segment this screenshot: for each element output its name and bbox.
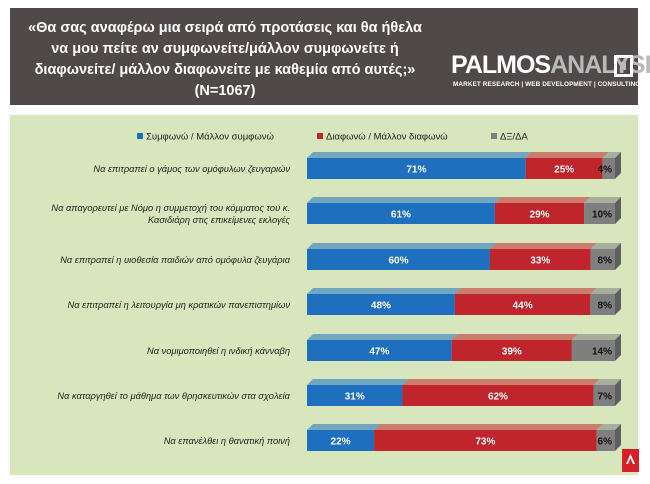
data-label: 25% (554, 165, 574, 176)
data-label: 7% (598, 392, 613, 403)
survey-question: «Θα σας αναφέρω μια σειρά από προτάσεις … (24, 18, 426, 102)
bar-top-face (590, 288, 621, 294)
bar-segment (451, 340, 572, 361)
bar-top-face (402, 379, 600, 385)
bar-segment (525, 158, 603, 179)
category-label: Να απαγορευτεί με Νόμο η συμμετοχή του κ… (51, 203, 290, 213)
bar-top-face (307, 424, 381, 430)
bar-segment (593, 385, 615, 406)
category-label: Να επανέλθει η θανατική ποινή (164, 436, 290, 446)
bar-segment (307, 249, 490, 270)
bar-side-face (615, 152, 621, 179)
bar-side-face (615, 243, 621, 270)
bar-top-face (307, 197, 501, 203)
logo-square-icon (614, 55, 633, 77)
bar-top-face (307, 379, 409, 385)
data-label: 60% (388, 256, 408, 267)
legend-label: ΔΞ/ΔΑ (500, 132, 529, 143)
legend-swatch (137, 133, 143, 139)
bar-segment (307, 385, 403, 406)
bar-top-face (489, 243, 597, 249)
bar-segment (596, 430, 615, 451)
bar-top-face (307, 243, 496, 249)
logo-wordmark: PALMOSANALYSIS (451, 52, 650, 78)
bar-segment (307, 294, 455, 315)
category-label: Να καταργηθεί το μάθημα των θρησκευτικών… (57, 391, 290, 401)
bar-segment (590, 249, 615, 270)
data-label: 47% (369, 347, 389, 358)
bar-top-face (584, 197, 621, 203)
logo-word-1: PALMOS (451, 51, 551, 79)
data-label: 8% (598, 256, 613, 267)
bar-side-face (615, 197, 621, 224)
category-label: Να νομιμοποιηθεί η ινδική κάνναβη (147, 346, 290, 356)
legend-label: Συμφωνώ / Μάλλον συμφωνώ (146, 132, 274, 143)
bar-side-face (615, 424, 621, 451)
legend-swatch (317, 133, 323, 139)
bar-segment (307, 158, 526, 179)
logo-word-2: ANALYSIS (550, 51, 650, 79)
data-label: 8% (598, 301, 613, 312)
data-label: 4% (598, 165, 613, 176)
data-label: 33% (530, 256, 550, 267)
data-label: 22% (331, 437, 351, 448)
data-label: 71% (406, 165, 426, 176)
bar-top-face (596, 424, 621, 430)
bar-segment (571, 340, 615, 361)
bar-side-face (615, 334, 621, 361)
category-label: Να επιτραπεί ο γάμος των ομόφυλων ζευγαρ… (93, 164, 290, 174)
bar-top-face (454, 288, 597, 294)
data-label: 61% (391, 210, 411, 221)
bar-top-face (593, 379, 621, 385)
corner-brand-icon (622, 449, 639, 472)
bar-segment (590, 294, 615, 315)
bar-segment (307, 430, 375, 451)
category-label: Να επιτραπεί η λειτουργία μη κρατικών πα… (68, 300, 291, 310)
data-label: 62% (488, 392, 508, 403)
data-label: 73% (475, 437, 495, 448)
bar-top-face (590, 243, 621, 249)
palmos-analysis-logo: PALMOSANALYSIS MARKET RESEARCH | WEB DEV… (451, 52, 650, 92)
logo-tagline: MARKET RESEARCH | WEB DEVELOPMENT | CONS… (453, 81, 641, 88)
legend-swatch (491, 133, 497, 139)
data-label: 6% (598, 437, 613, 448)
data-label: 14% (592, 347, 612, 358)
bar-segment (307, 203, 495, 224)
data-label: 10% (592, 210, 612, 221)
data-label: 48% (371, 301, 391, 312)
question-text: «Θα σας αναφέρω μια σειρά από προτάσεις … (28, 20, 422, 78)
bar-top-face (307, 288, 461, 294)
bar-segment (307, 340, 452, 361)
bar-segment (602, 158, 615, 179)
bar-top-face (602, 152, 621, 158)
bar-segment (584, 203, 615, 224)
bar-top-face (307, 334, 458, 340)
bar-segment (494, 203, 585, 224)
category-label: Να επιτραπεί η υιοθεσία παιδιών από ομόφ… (60, 255, 290, 265)
bar-top-face (307, 152, 532, 158)
bar-top-face (571, 334, 621, 340)
sample-size: (N=1067) (194, 83, 256, 99)
bar-top-face (494, 197, 591, 203)
bar-segment (374, 430, 597, 451)
bar-segment (489, 249, 591, 270)
bar-side-face (615, 379, 621, 406)
category-label: Κασιδιάρη στις επικείμενες εκλογές (148, 215, 291, 225)
legend-label: Διαφωνώ / Μάλλον διαφωνώ (326, 132, 448, 143)
data-label: 31% (345, 392, 365, 403)
bar-side-face (615, 288, 621, 315)
bar-segment (402, 385, 594, 406)
data-label: 44% (513, 301, 533, 312)
bar-segment (454, 294, 591, 315)
data-label: 29% (530, 210, 550, 221)
bar-top-face (451, 334, 578, 340)
data-label: 39% (502, 347, 522, 358)
bar-top-face (374, 424, 603, 430)
header-panel: «Θα σας αναφέρω μια σειρά από προτάσεις … (10, 8, 650, 105)
bar-top-face (525, 152, 609, 158)
